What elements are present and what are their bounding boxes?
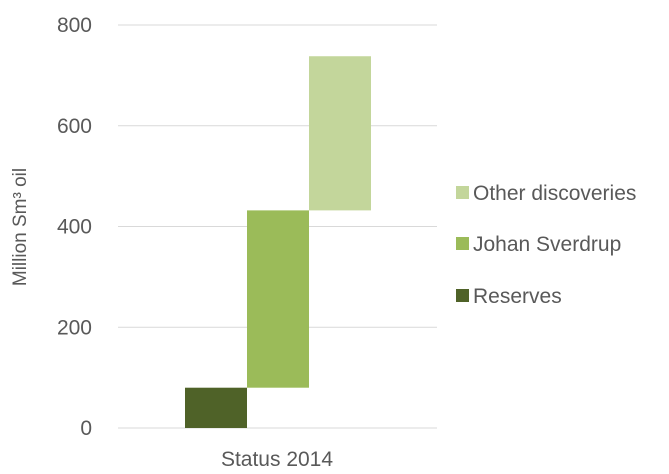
bar-reserves xyxy=(185,387,247,428)
y-axis-ticks: 0 200 400 600 800 xyxy=(57,14,92,440)
y-tick-label: 0 xyxy=(80,417,92,440)
legend-label: Reserves xyxy=(473,285,562,308)
y-tick-label: 200 xyxy=(57,316,92,339)
bar-other-discoveries xyxy=(309,56,371,211)
legend-swatch xyxy=(456,237,469,250)
bars xyxy=(185,56,371,428)
y-tick-label: 400 xyxy=(57,216,92,239)
legend-label: Other discoveries xyxy=(473,182,636,205)
x-axis-category-label: Status 2014 xyxy=(221,448,333,471)
legend-swatch xyxy=(456,289,469,302)
y-tick-label: 800 xyxy=(57,14,92,37)
legend-swatch xyxy=(456,186,469,199)
legend: Other discoveries Johan Sverdrup Reserves xyxy=(456,182,636,308)
legend-label: Johan Sverdrup xyxy=(473,233,621,256)
y-axis-label: Million Sm³ oil xyxy=(10,168,31,286)
y-tick-label: 600 xyxy=(57,115,92,138)
bar-johan-sverdrup xyxy=(247,210,309,388)
